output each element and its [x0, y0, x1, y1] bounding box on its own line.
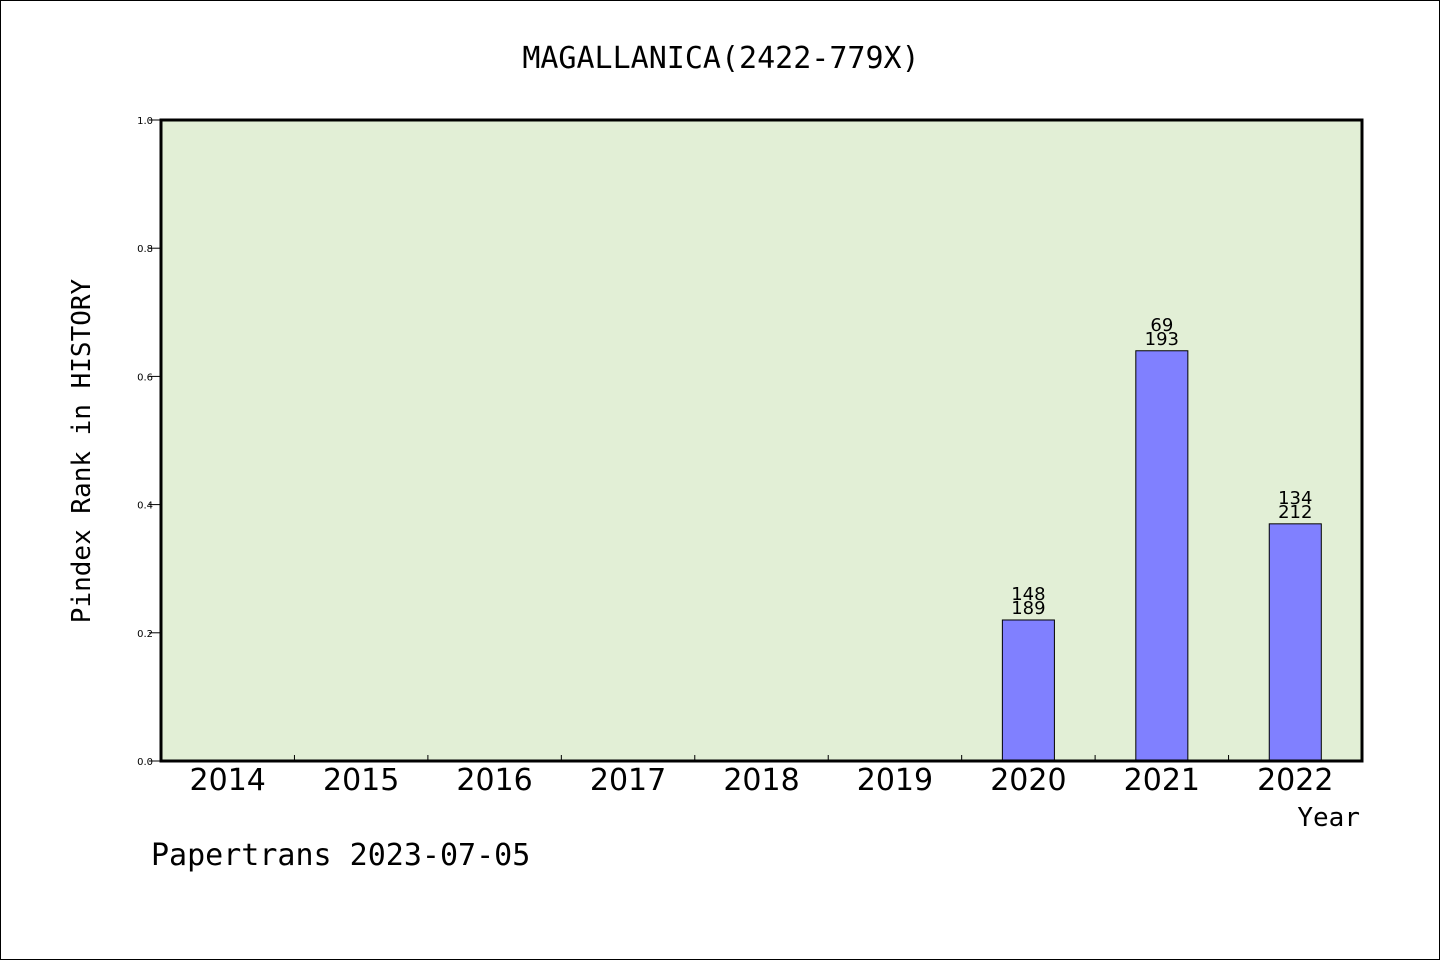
y-tick-label: 0.0 — [137, 757, 153, 768]
x-tick-label: 2022 — [1257, 763, 1333, 798]
y-tick-label: 0.8 — [137, 244, 153, 255]
bar-2022 — [1268, 523, 1322, 762]
x-tick-label: 2014 — [190, 763, 266, 798]
bar-label-bottom: 189 — [1011, 598, 1045, 619]
x-tick-label: 2016 — [456, 763, 532, 798]
bar-2021 — [1135, 350, 1189, 762]
bar-2020 — [1001, 619, 1055, 762]
footer-text: Papertrans 2023-07-05 — [151, 838, 530, 873]
bar-label-top: 148 — [1011, 584, 1045, 605]
bar-label-top: 69 — [1150, 315, 1173, 336]
chart-title: MAGALLANICA(2422-779X) — [522, 41, 919, 76]
x-axis-ticks: 2014 2015 2016 2017 2018 2019 2020 2021 2022 — [190, 755, 1333, 798]
x-tick-label: 2017 — [590, 763, 666, 798]
x-tick-label: 2019 — [857, 763, 933, 798]
plot-frame — [159, 118, 1364, 763]
y-tick-label: 0.2 — [137, 629, 153, 640]
x-axis-title: Year — [1297, 803, 1360, 833]
bar-label-top: 134 — [1278, 488, 1312, 509]
x-tick-label: 2020 — [990, 763, 1066, 798]
y-tick-label: 1.0 — [137, 116, 153, 127]
x-tick-label: 2021 — [1124, 763, 1200, 798]
bars-layer — [1001, 350, 1322, 762]
y-tick-label: 0.6 — [137, 372, 153, 383]
y-axis-title: Pindex Rank in HISTORY — [67, 278, 97, 623]
x-tick-label: 2018 — [723, 763, 799, 798]
x-tick-label: 2015 — [323, 763, 399, 798]
y-tick-label: 0.4 — [137, 501, 153, 512]
bar-label-bottom: 193 — [1145, 329, 1179, 350]
bar-label-bottom: 212 — [1278, 502, 1312, 523]
y-axis-ticks: 0.0 0.2 0.4 0.6 0.8 1.0 — [137, 116, 161, 768]
